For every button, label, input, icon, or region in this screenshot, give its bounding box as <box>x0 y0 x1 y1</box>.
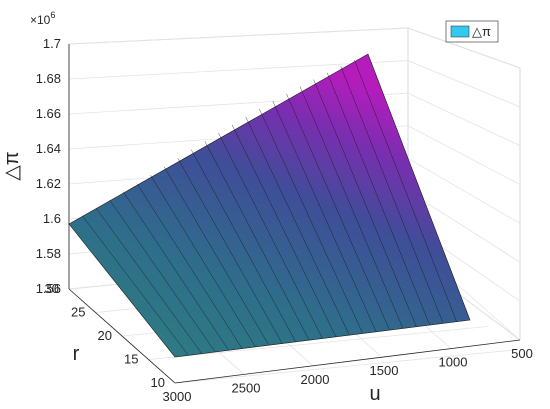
mesh-line <box>340 66 444 324</box>
z-tick-label: 1.6 <box>43 211 61 226</box>
z-gridline-side <box>407 92 521 147</box>
mesh-line <box>231 124 337 337</box>
mesh-line <box>218 132 323 339</box>
z-tick-label: 1.64 <box>36 141 61 156</box>
r-tick-labels: 10 15 20 25 30 <box>45 281 165 390</box>
mesh-line <box>204 141 310 341</box>
mesh-line <box>299 86 404 329</box>
mesh-line <box>82 216 189 356</box>
z-tick-label: 1.66 <box>36 106 61 121</box>
z-tick-label: 1.62 <box>36 176 61 191</box>
z-gridline-side <box>407 27 521 69</box>
z-tick-label: 1.7 <box>43 36 61 51</box>
z-gridline <box>68 27 409 45</box>
legend-label: △π <box>472 24 491 39</box>
mesh-line <box>191 149 296 342</box>
r-axis-label: r <box>73 343 80 365</box>
u-tick-label: 2000 <box>301 372 330 387</box>
mesh-line <box>123 191 229 351</box>
mesh-line <box>313 79 417 327</box>
r-tick-label: 30 <box>45 281 59 296</box>
mesh-line <box>326 72 431 326</box>
r-tick-label: 15 <box>124 352 138 367</box>
u-tick-label: 500 <box>511 346 533 361</box>
z-exponent: ×106 <box>30 10 55 27</box>
u-tick-label: 1000 <box>439 355 468 370</box>
u-tick-label: 1500 <box>370 363 399 378</box>
mesh-line <box>286 93 390 331</box>
z-tick-labels: 1.56 1.58 1.6 1.62 1.64 1.66 1.68 1.7 <box>36 36 61 296</box>
u-tick-label: 3000 <box>163 389 192 404</box>
r-gridline <box>148 326 488 360</box>
mesh-line <box>95 208 203 354</box>
mesh-line <box>150 175 256 348</box>
r-gridline <box>174 349 515 384</box>
r-tick-label: 25 <box>71 305 85 320</box>
legend-swatch <box>450 25 470 38</box>
r-tick-label: 20 <box>98 328 112 343</box>
surface-mesh <box>82 60 457 356</box>
mesh-line <box>136 183 243 349</box>
z-tick-label: 1.68 <box>36 71 61 86</box>
r-tick-label: 10 <box>151 375 165 390</box>
mesh-line <box>163 166 270 346</box>
u-tick-label: 2500 <box>232 380 261 395</box>
z-gridline-side <box>407 125 521 185</box>
z-gridline-side <box>407 60 521 108</box>
u-tick-labels: 3000 2500 2000 1500 1000 500 <box>163 346 533 404</box>
mesh-line <box>272 101 377 332</box>
mesh-line <box>354 60 457 322</box>
surface-patch <box>68 53 471 358</box>
mesh-line <box>259 108 363 334</box>
z-tick-label: 1.56 <box>36 281 61 296</box>
mesh-line <box>245 116 350 336</box>
z-gridline-side <box>407 190 521 263</box>
r-axis-line <box>68 288 176 384</box>
u-axis-label: u <box>369 383 380 405</box>
z-gridline-side <box>407 157 521 224</box>
legend: △π <box>445 20 499 43</box>
z-tick-label: 1.58 <box>36 246 61 261</box>
axis-lines <box>68 44 521 384</box>
u-axis-line <box>174 339 521 384</box>
mesh-line <box>109 199 216 353</box>
z-axis-label: △π <box>1 151 23 180</box>
mesh-line <box>177 158 283 344</box>
